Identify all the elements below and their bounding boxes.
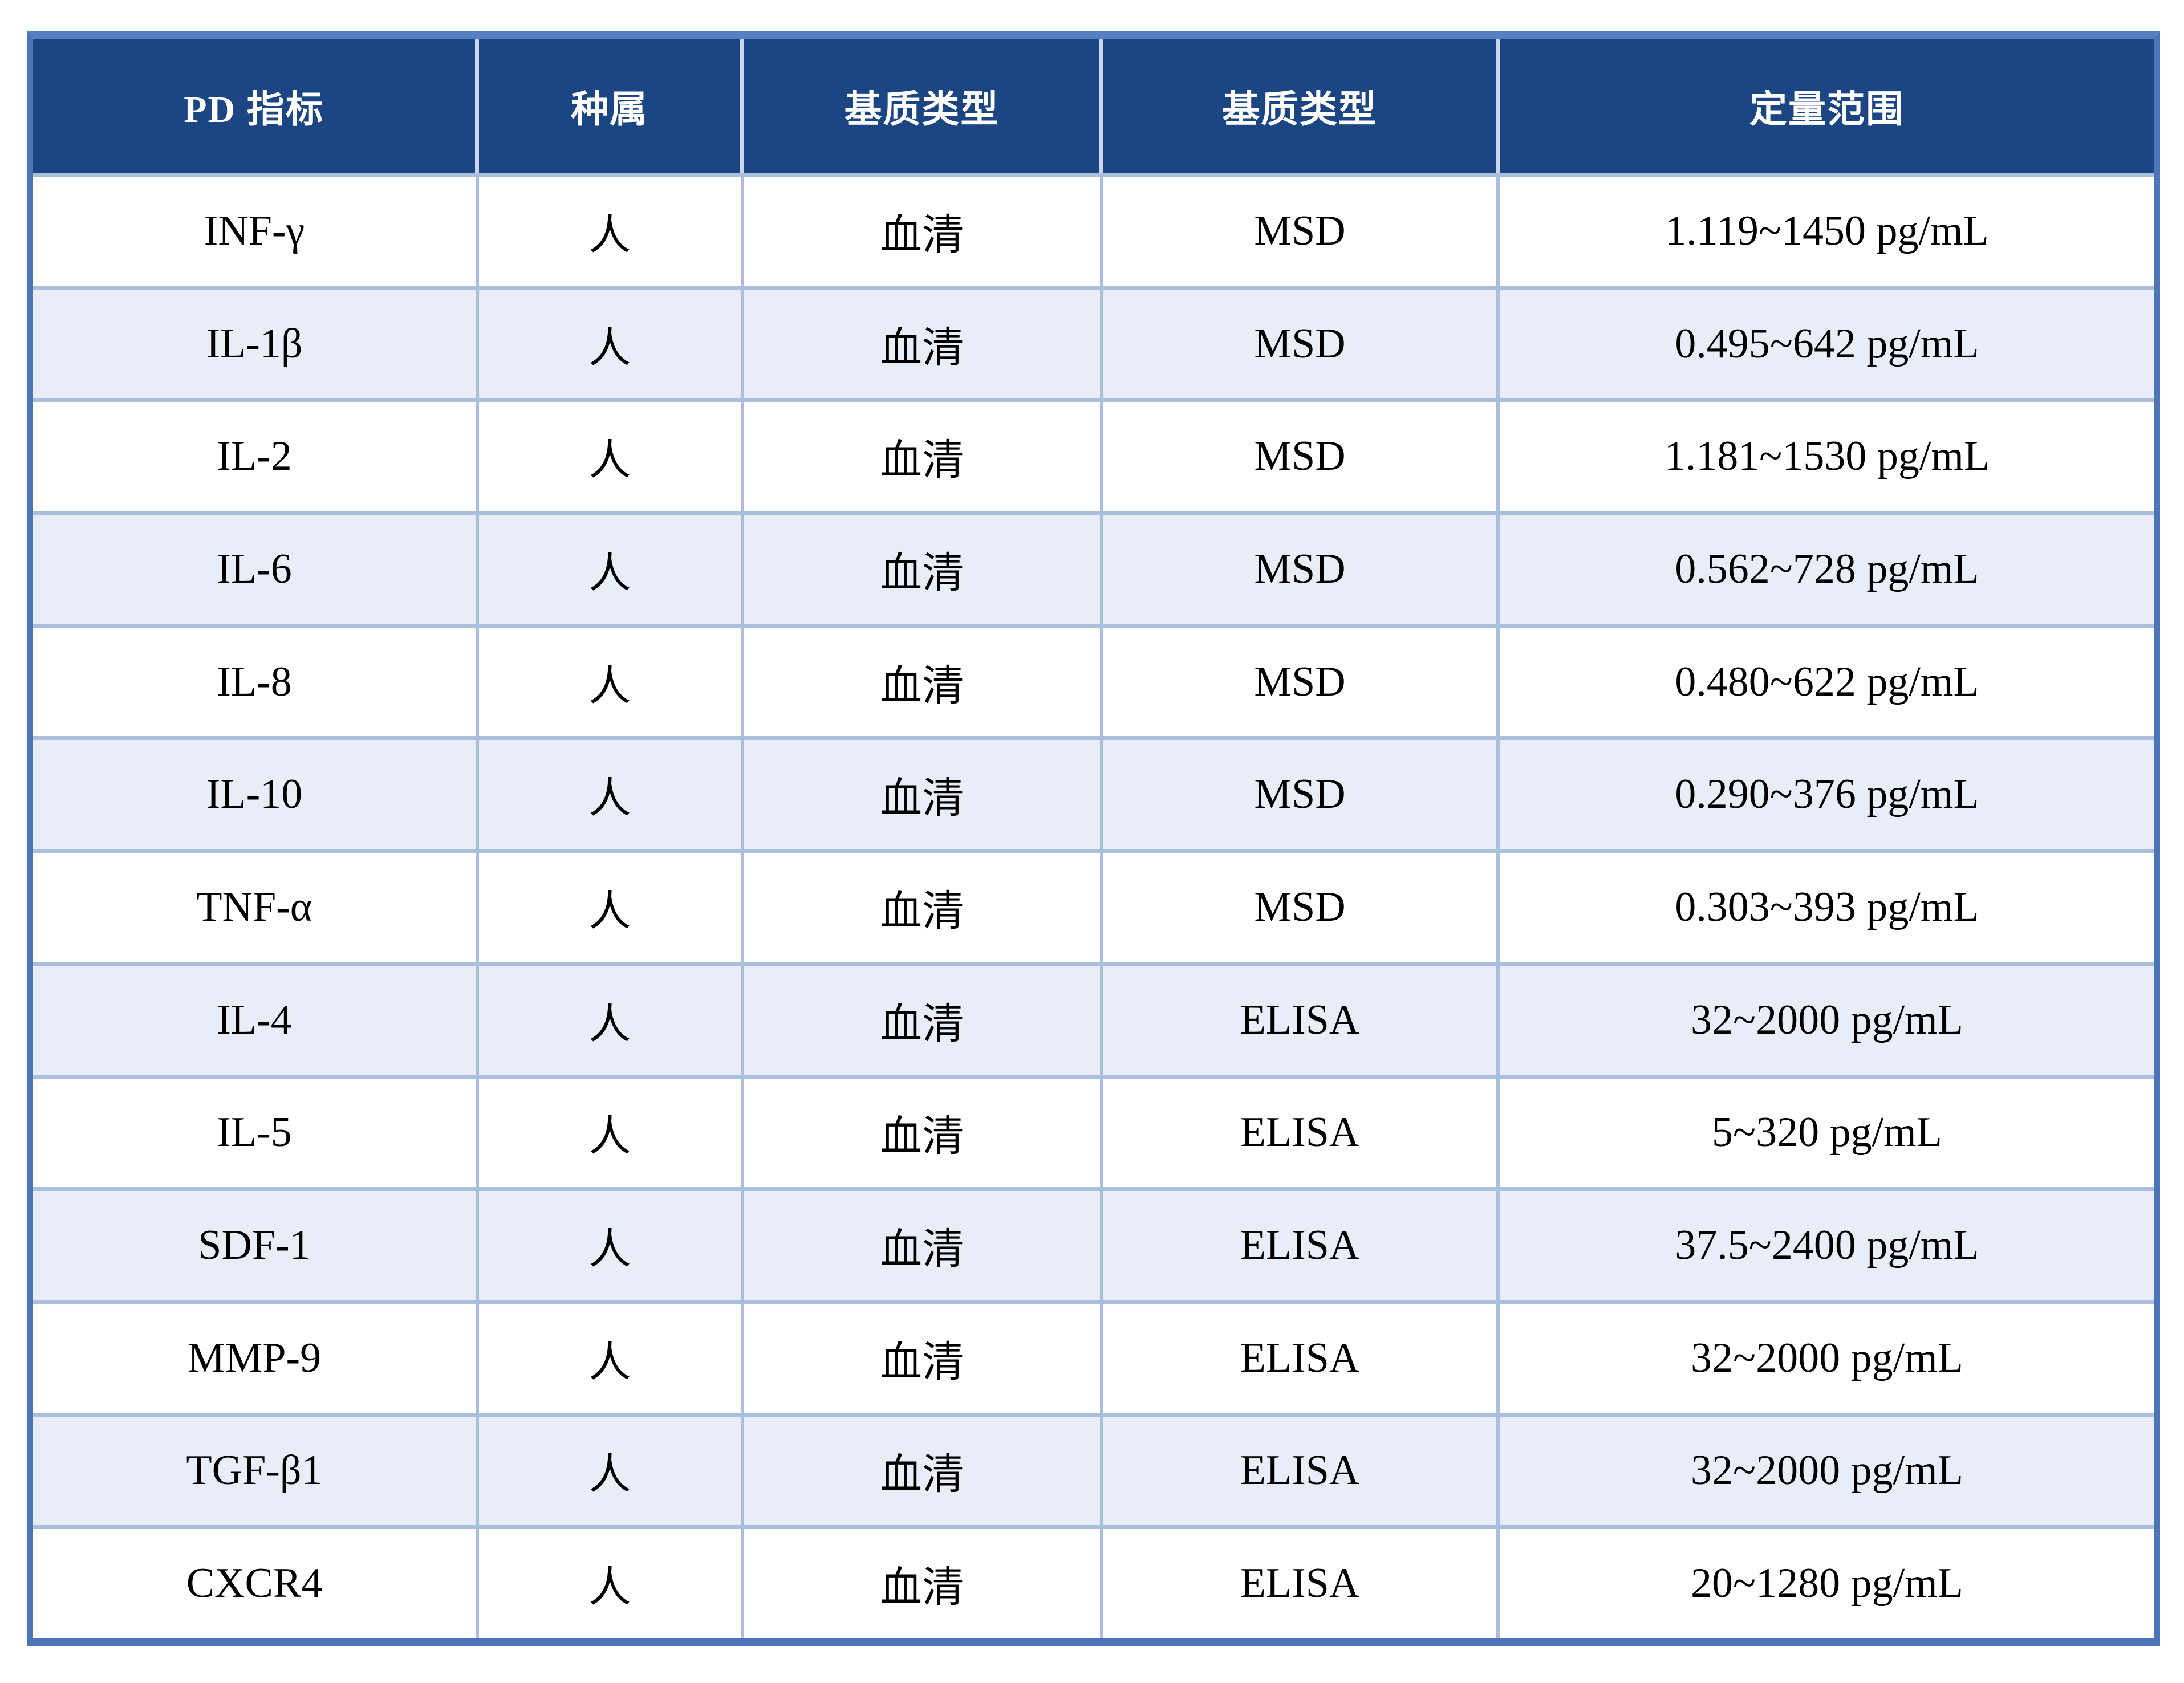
table-cell-platform: MSD [1103, 740, 1500, 849]
table-cell-indicator: TNF-α [33, 853, 479, 962]
table-cell-indicator: INF-γ [33, 177, 479, 286]
pd-biomarker-table: PD 指标 种属 基质类型 基质类型 定量范围 INF-γ 人 血清 MSD 1… [27, 31, 2160, 1646]
table-row: TGF-β1 人 血清 ELISA 32~2000 pg/mL [33, 1412, 2154, 1526]
table-cell-platform: ELISA [1103, 1529, 1500, 1638]
table-cell-indicator: MMP-9 [33, 1303, 479, 1413]
table-cell-matrix: 血清 [744, 177, 1104, 286]
table-cell-range: 0.303~393 pg/mL [1675, 883, 1979, 930]
table-cell-matrix: 血清 [744, 1416, 1104, 1526]
table-cell-range: 20~1280 pg/mL [1691, 1560, 1963, 1607]
table-row: INF-γ 人 血清 MSD 1.119~1450 pg/mL [33, 173, 2154, 286]
table-cell-species: 人 [479, 1416, 744, 1526]
table-cell-species: 人 [479, 1078, 744, 1188]
table-row: TNF-α 人 血清 MSD 0.303~393 pg/mL [33, 849, 2154, 962]
table-cell-platform: ELISA [1103, 1303, 1500, 1413]
table-row: IL-1β 人 血清 MSD 0.495~642 pg/mL [33, 285, 2154, 399]
table-cell-species: 人 [479, 1529, 744, 1638]
table-row: IL-4 人 血清 ELISA 32~2000 pg/mL [33, 961, 2154, 1075]
table-cell-species: 人 [479, 627, 744, 737]
table-row: SDF-1 人 血清 ELISA 37.5~2400 pg/mL [33, 1187, 2154, 1300]
table-cell-species: 人 [479, 402, 744, 511]
table-cell-matrix: 血清 [744, 402, 1104, 511]
table-cell-indicator: IL-2 [33, 402, 479, 511]
table-cell-species: 人 [479, 515, 744, 624]
column-header-quant-range: 定量范围 [1749, 89, 1905, 131]
table-cell-platform: MSD [1103, 515, 1500, 624]
table-cell-species: 人 [479, 740, 744, 849]
table-cell-range: 0.290~376 pg/mL [1675, 771, 1979, 818]
table-cell-indicator: IL-10 [33, 740, 479, 849]
table-cell-indicator: TGF-β1 [33, 1416, 479, 1526]
table-cell-range: 32~2000 pg/mL [1691, 996, 1963, 1043]
table-cell-range: 1.181~1530 pg/mL [1664, 433, 1990, 480]
table-cell-platform: ELISA [1103, 1191, 1500, 1300]
table-cell-matrix: 血清 [744, 740, 1104, 849]
table-cell-indicator: CXCR4 [33, 1529, 479, 1638]
table-cell-platform: MSD [1103, 177, 1500, 286]
table-cell-range: 0.495~642 pg/mL [1675, 320, 1979, 367]
table-cell-species: 人 [479, 177, 744, 286]
table-cell-platform: ELISA [1103, 965, 1500, 1075]
table-cell-species: 人 [479, 853, 744, 962]
table-cell-indicator: IL-5 [33, 1078, 479, 1188]
table-cell-range: 5~320 pg/mL [1712, 1109, 1942, 1156]
table-cell-range: 1.119~1450 pg/mL [1665, 207, 1989, 254]
table-row: IL-8 人 血清 MSD 0.480~622 pg/mL [33, 623, 2154, 737]
column-header-pd-indicator: PD 指标 [33, 39, 479, 173]
table-cell-species: 人 [479, 1191, 744, 1300]
table-cell-platform: MSD [1103, 627, 1500, 737]
table-cell-matrix: 血清 [744, 1303, 1104, 1413]
table-cell-platform: ELISA [1103, 1416, 1500, 1526]
table-cell-range: 0.480~622 pg/mL [1675, 658, 1979, 705]
table-cell-matrix: 血清 [744, 1078, 1104, 1188]
table-row: IL-10 人 血清 MSD 0.290~376 pg/mL [33, 736, 2154, 849]
table-cell-matrix: 血清 [744, 515, 1104, 624]
table-cell-matrix: 血清 [744, 289, 1104, 399]
table-cell-indicator: IL-1β [33, 289, 479, 399]
table-row: IL-6 人 血清 MSD 0.562~728 pg/mL [33, 511, 2154, 624]
table-cell-platform: MSD [1103, 289, 1500, 399]
column-header-matrix-type-2: 基质类型 [1103, 39, 1500, 173]
table-cell-species: 人 [479, 1303, 744, 1413]
table-header-row: PD 指标 种属 基质类型 基质类型 定量范围 [33, 39, 2154, 173]
table-row: MMP-9 人 血清 ELISA 32~2000 pg/mL [33, 1299, 2154, 1413]
table-row: IL-5 人 血清 ELISA 5~320 pg/mL [33, 1074, 2154, 1188]
table-cell-range: 32~2000 pg/mL [1691, 1447, 1963, 1494]
table-row: IL-2 人 血清 MSD 1.181~1530 pg/mL [33, 398, 2154, 511]
table-cell-matrix: 血清 [744, 1191, 1104, 1300]
table-cell-indicator: IL-8 [33, 627, 479, 737]
table-cell-matrix: 血清 [744, 965, 1104, 1075]
table-cell-species: 人 [479, 289, 744, 399]
table-cell-platform: MSD [1103, 853, 1500, 962]
table-cell-range: 32~2000 pg/mL [1691, 1334, 1963, 1381]
table-cell-matrix: 血清 [744, 1529, 1104, 1638]
table-cell-species: 人 [479, 965, 744, 1075]
table-cell-indicator: SDF-1 [33, 1191, 479, 1300]
table-cell-range: 37.5~2400 pg/mL [1675, 1222, 1979, 1269]
table-cell-range: 0.562~728 pg/mL [1675, 545, 1979, 592]
table-cell-platform: MSD [1103, 402, 1500, 511]
table-cell-indicator: IL-4 [33, 965, 479, 1075]
column-header-matrix-type-1: 基质类型 [744, 39, 1104, 173]
table-row: CXCR4 人 血清 ELISA 20~1280 pg/mL [33, 1525, 2154, 1638]
table-cell-platform: ELISA [1103, 1078, 1500, 1188]
table-cell-matrix: 血清 [744, 627, 1104, 737]
table-cell-indicator: IL-6 [33, 515, 479, 624]
table-cell-matrix: 血清 [744, 853, 1104, 962]
column-header-species: 种属 [479, 39, 744, 173]
table-body: INF-γ 人 血清 MSD 1.119~1450 pg/mL IL-1β 人 … [33, 173, 2154, 1638]
